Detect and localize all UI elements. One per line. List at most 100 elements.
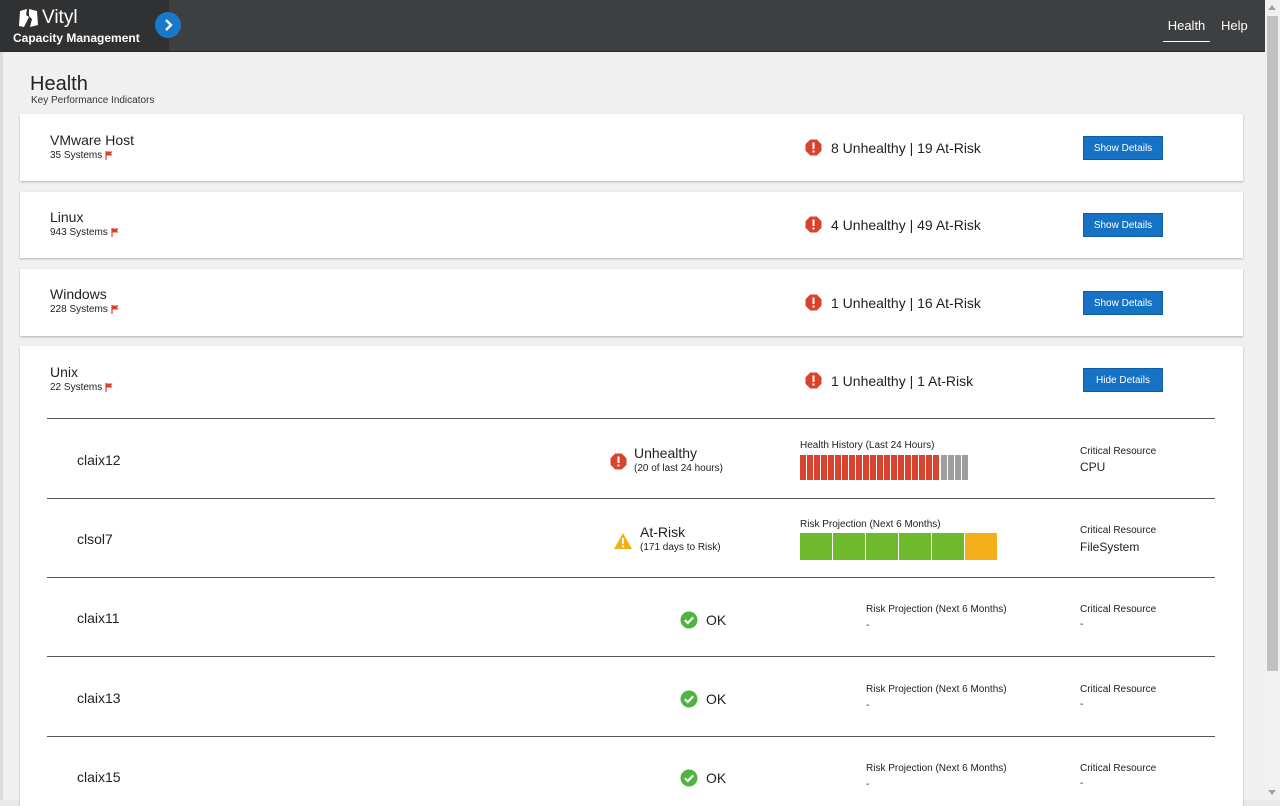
summary-text: 1 Unhealthy | 16 At-Risk [831, 294, 981, 311]
group-name: Linux [50, 209, 84, 225]
brand-area[interactable]: Vityl Capacity Management [0, 0, 169, 51]
history-segment-unhealthy [891, 455, 897, 480]
history-segment-unhealthy [842, 455, 848, 480]
system-status: Unhealthy (20 of last 24 hours) [610, 445, 723, 475]
critical-resource-value: - [1080, 619, 1084, 630]
unhealthy-icon [610, 453, 627, 470]
risk-projection-value: - [866, 779, 870, 790]
projection-segment-ok [866, 533, 898, 560]
warning-icon [614, 533, 632, 549]
history-segment-unhealthy [800, 455, 806, 480]
history-segment-unhealthy [821, 455, 827, 480]
group-name: VMware Host [50, 132, 135, 148]
history-segment-unknown [941, 455, 947, 480]
history-segment-unhealthy [863, 455, 869, 480]
history-segment-unknown [962, 455, 968, 480]
system-row[interactable]: claix12 Unhealthy (20 of last 24 hours) … [47, 418, 1215, 498]
system-row[interactable]: claix15 OK Risk Projection (Next 6 Month… [47, 736, 1215, 801]
scroll-down-arrow-icon[interactable] [1268, 790, 1276, 795]
ok-check-icon [680, 611, 698, 629]
scrollbar-thumb[interactable] [1267, 16, 1278, 671]
history-segment-unhealthy [877, 455, 883, 480]
system-name: claix13 [77, 690, 121, 706]
critical-resource-value: - [1080, 778, 1084, 789]
group-health-summary: 4 Unhealthy | 49 At-Risk [805, 216, 981, 233]
system-count-label: 22 Systems [50, 382, 103, 393]
page-subtitle: Key Performance Indicators [31, 95, 155, 106]
nav-health[interactable]: Health [1163, 0, 1210, 51]
health-history-label: Health History (Last 24 Hours) [800, 440, 935, 451]
history-segment-unhealthy [856, 455, 862, 480]
history-segment-unknown [948, 455, 954, 480]
status-label: OK [706, 612, 727, 628]
scroll-up-arrow-icon[interactable] [1268, 5, 1276, 10]
summary-text: 8 Unhealthy | 19 At-Risk [831, 139, 981, 156]
history-segment-unhealthy [870, 455, 876, 480]
risk-projection-label: Risk Projection (Next 6 Months) [866, 763, 1007, 774]
show-details-button[interactable]: Show Details [1083, 136, 1163, 160]
group-card-unix: Unix 22 Systems 1 Unhealthy | 1 At-Risk … [20, 346, 1243, 806]
critical-resource-value: CPU [1080, 460, 1106, 474]
history-segment-unhealthy [898, 455, 904, 480]
flag-icon [111, 228, 119, 237]
vityl-logo-icon [19, 9, 38, 27]
group-system-count: 35 Systems [50, 150, 113, 161]
status-label: Unhealthy [634, 445, 698, 461]
system-row[interactable]: clsol7 At-Risk (171 days to Risk) Risk P… [47, 498, 1215, 578]
expand-menu-button[interactable] [155, 12, 181, 38]
risk-projection-bar [800, 533, 997, 560]
group-card-vmware-host: VMware Host 35 Systems 8 Unhealthy | 19 … [20, 114, 1243, 181]
critical-resource-value: FileSystem [1080, 540, 1140, 554]
history-segment-unhealthy [919, 455, 925, 480]
top-bar: Vityl Capacity Management Health Help [0, 0, 1265, 52]
group-card-linux: Linux 943 Systems 4 Unhealthy | 49 At-Ri… [20, 192, 1243, 258]
system-row[interactable]: claix13 OK Risk Projection (Next 6 Month… [47, 656, 1215, 736]
system-status: OK [680, 611, 726, 629]
group-name: Unix [50, 364, 79, 380]
history-segment-unhealthy [835, 455, 841, 480]
status-detail: (20 of last 24 hours) [634, 463, 723, 474]
page-title: Health [30, 73, 88, 95]
group-card-windows: Windows 228 Systems 1 Unhealthy | 16 At-… [20, 269, 1243, 336]
group-system-count: 943 Systems [50, 227, 119, 238]
app-name: Vityl [42, 7, 78, 28]
nav-help[interactable]: Help [1221, 18, 1248, 33]
flag-icon [105, 151, 113, 160]
history-segment-unhealthy [884, 455, 890, 480]
flag-icon [111, 305, 119, 314]
system-row[interactable]: claix11 OK Risk Projection (Next 6 Month… [47, 577, 1215, 657]
system-name: claix12 [77, 452, 121, 468]
show-details-button[interactable]: Show Details [1083, 291, 1163, 315]
app-subtitle: Capacity Management [13, 31, 140, 45]
risk-projection-value: - [866, 700, 870, 711]
status-label: OK [706, 691, 727, 707]
system-name: claix11 [77, 610, 120, 626]
history-segment-unhealthy [807, 455, 813, 480]
history-segment-unhealthy [814, 455, 820, 480]
group-system-count: 22 Systems [50, 382, 113, 393]
system-name: claix15 [77, 769, 121, 785]
status-label: At-Risk [640, 524, 686, 540]
summary-text: 4 Unhealthy | 49 At-Risk [831, 216, 981, 233]
projection-segment-ok [899, 533, 931, 560]
system-status: At-Risk (171 days to Risk) [613, 524, 721, 554]
show-details-button[interactable]: Show Details [1083, 213, 1163, 237]
history-segment-unhealthy [849, 455, 855, 480]
group-system-count: 228 Systems [50, 304, 119, 315]
summary-text: 1 Unhealthy | 1 At-Risk [831, 372, 974, 389]
hide-details-button[interactable]: Hide Details [1083, 368, 1163, 392]
ok-check-icon [680, 769, 698, 787]
system-count-label: 228 Systems [50, 304, 108, 315]
critical-resource-value: - [1080, 699, 1084, 710]
history-segment-unhealthy [926, 455, 932, 480]
unhealthy-icon [805, 139, 822, 156]
system-count-label: 943 Systems [50, 227, 108, 238]
unhealthy-icon [805, 372, 822, 389]
flag-icon [105, 383, 113, 392]
status-detail: (171 days to Risk) [640, 542, 721, 553]
projection-segment-ok [932, 533, 964, 560]
projection-segment-at-risk [965, 533, 997, 560]
projection-segment-ok [800, 533, 832, 560]
critical-resource-label: Critical Resource [1080, 684, 1157, 695]
critical-resource-label: Critical Resource [1080, 525, 1157, 536]
